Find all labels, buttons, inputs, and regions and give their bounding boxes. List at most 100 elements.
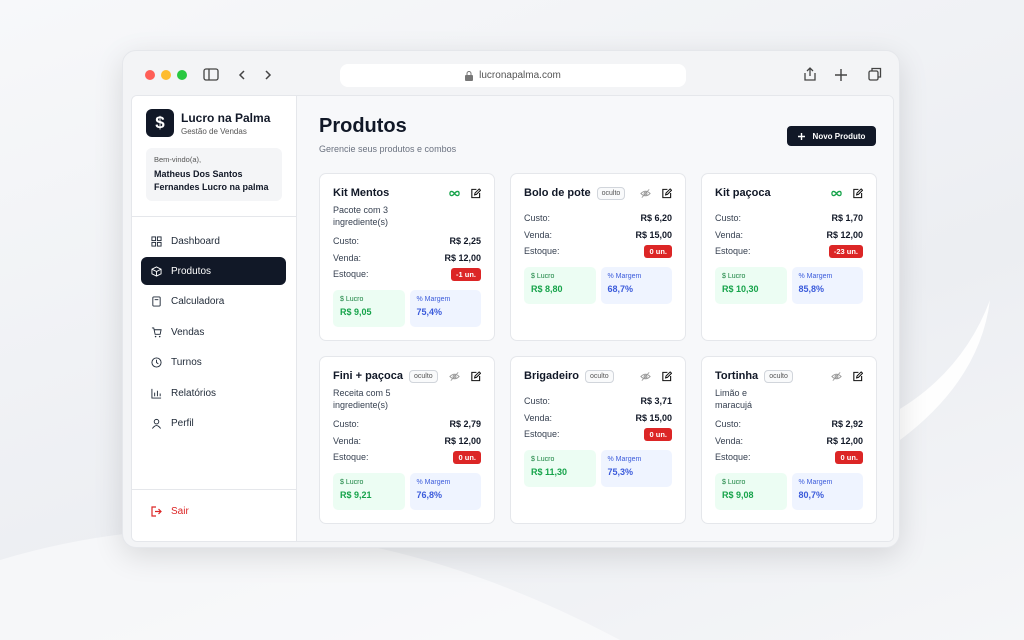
nav-item[interactable]: Relatórios xyxy=(141,379,286,407)
nav-item[interactable]: Vendas xyxy=(141,318,286,346)
card-actions xyxy=(640,187,672,199)
product-card[interactable]: Fini + paçoca oculto Receita com 5 ingredi… xyxy=(319,356,495,524)
info-row: Custo: R$ 1,70 xyxy=(715,210,863,227)
product-description: Receita com 5 ingrediente(s) xyxy=(333,388,391,410)
edit-button[interactable] xyxy=(470,187,481,199)
nav-icon xyxy=(151,418,162,429)
price-value: R$ 15,00 xyxy=(635,412,672,423)
close-button[interactable] xyxy=(145,70,155,80)
edit-button[interactable] xyxy=(661,370,672,382)
product-card[interactable]: Kit paçoca Custo: R$ 1,70 Venda: R$ 12,00 Est… xyxy=(701,173,877,341)
new-product-button[interactable]: Novo Produto xyxy=(787,126,876,146)
nav-item[interactable]: Perfil xyxy=(141,409,286,437)
cost-value: R$ 2,25 xyxy=(449,236,481,247)
profit-box: $ Lucro R$ 11,30 xyxy=(524,449,596,487)
combo-icon[interactable] xyxy=(449,188,460,199)
profit-label: $ Lucro xyxy=(722,478,746,486)
info-row: Custo: R$ 6,20 xyxy=(524,210,672,227)
margin-box: % Margem 75,3% xyxy=(600,449,672,487)
info-row: Estoque: 0 un. xyxy=(524,426,672,443)
price-label: Venda: xyxy=(524,412,553,423)
divider xyxy=(132,489,297,490)
stock-value: 0 un. xyxy=(453,450,481,464)
product-name: Kit paçoca xyxy=(715,187,771,199)
info-row: Custo: R$ 2,79 xyxy=(333,416,481,433)
margin-box: % Margem 80,7% xyxy=(791,472,863,510)
cost-label: Custo: xyxy=(524,396,551,407)
info-row: Venda: R$ 12,00 xyxy=(333,250,481,267)
browser-window: lucronapalma.com $ Lucro na Palma Gestão… xyxy=(122,50,900,548)
edit-button[interactable] xyxy=(852,370,863,382)
cost-value: R$ 2,79 xyxy=(449,419,481,430)
maximize-button[interactable] xyxy=(177,70,187,80)
info-row: Custo: R$ 3,71 xyxy=(524,393,672,410)
nav-label: Perfil xyxy=(171,417,194,429)
toolbar-icons[interactable] xyxy=(203,67,363,83)
hidden-toggle[interactable] xyxy=(640,188,651,199)
info-row: Estoque: 0 un. xyxy=(333,449,481,466)
margin-value: 68,7% xyxy=(607,283,634,294)
toolbar-actions[interactable] xyxy=(803,67,883,83)
card-header: Kit Mentos xyxy=(333,186,481,200)
minimize-button[interactable] xyxy=(161,70,171,80)
info-row: Venda: R$ 12,00 xyxy=(715,433,863,450)
product-card[interactable]: Bolo de pote oculto Custo: R$ 6,20 Venda: R$ … xyxy=(510,173,686,341)
url: lucronapalma.com xyxy=(479,70,561,81)
info-row: Venda: R$ 12,00 xyxy=(715,227,863,244)
lock-icon xyxy=(465,70,474,81)
card-actions xyxy=(449,370,481,382)
card-header: Fini + paçoca oculto xyxy=(333,369,481,383)
price-value: R$ 12,00 xyxy=(826,229,863,240)
edit-button[interactable] xyxy=(470,370,481,382)
nav-item[interactable]: Produtos xyxy=(141,257,286,286)
nav-item[interactable]: Calculadora xyxy=(141,288,286,316)
margin-box: % Margem 76,8% xyxy=(409,472,481,510)
profit-value: R$ 9,05 xyxy=(340,306,372,317)
plus-icon xyxy=(797,132,805,140)
hidden-toggle[interactable] xyxy=(640,371,651,382)
logout[interactable]: Sair xyxy=(141,497,286,525)
info-row: Venda: R$ 15,00 xyxy=(524,227,672,244)
card-header: Bolo de pote oculto xyxy=(524,186,672,200)
profit-value: R$ 9,08 xyxy=(722,489,754,500)
product-card[interactable]: Brigadeiro oculto Custo: R$ 3,71 Venda: R$ 15… xyxy=(510,356,686,524)
nav-item[interactable]: Turnos xyxy=(141,349,286,377)
margin-value: 76,8% xyxy=(416,489,443,500)
nav-item[interactable]: Dashboard xyxy=(141,227,286,255)
card-header: Tortinha oculto xyxy=(715,369,863,383)
price-label: Venda: xyxy=(333,435,362,446)
profit-value: R$ 8,80 xyxy=(531,283,563,294)
main-content: Produtos Gerencie seus produtos e combos… xyxy=(297,96,893,541)
product-card[interactable]: Kit Mentos Pacote com 3 ingrediente(s) Cus… xyxy=(319,173,495,341)
profit-box: $ Lucro R$ 8,80 xyxy=(524,266,596,304)
page-title: Produtos xyxy=(319,115,407,137)
app: $ Lucro na Palma Gestão de Vendas Bem-vi… xyxy=(131,95,894,542)
combo-icon[interactable] xyxy=(831,188,842,199)
hidden-toggle[interactable] xyxy=(831,371,842,382)
user-name: Matheus Dos Santos Fernandes Lucro na pa… xyxy=(154,169,269,192)
profit-value: R$ 9,21 xyxy=(340,489,372,500)
hidden-toggle[interactable] xyxy=(449,371,460,382)
profit-box: $ Lucro R$ 10,30 xyxy=(715,266,787,304)
nav-label: Turnos xyxy=(171,357,202,369)
stock-label: Estoque: xyxy=(333,269,369,280)
address-bar[interactable]: lucronapalma.com xyxy=(340,64,686,87)
nav-icon xyxy=(151,235,162,247)
edit-button[interactable] xyxy=(852,187,863,199)
margin-label: % Margem xyxy=(798,478,833,486)
hidden-badge: oculto xyxy=(585,369,614,383)
product-card[interactable]: Tortinha oculto Limão e maracujá Custo: R$ 2… xyxy=(701,356,877,524)
cost-value: R$ 3,71 xyxy=(640,396,672,407)
hidden-badge: oculto xyxy=(764,369,793,383)
price-label: Venda: xyxy=(715,229,744,240)
nav-label: Dashboard xyxy=(171,235,220,247)
stock-value: 0 un. xyxy=(644,427,672,441)
card-actions xyxy=(640,370,672,382)
margin-label: % Margem xyxy=(416,478,451,486)
hidden-badge: oculto xyxy=(409,369,438,383)
margin-label: % Margem xyxy=(607,272,642,280)
card-actions xyxy=(831,370,863,382)
edit-button[interactable] xyxy=(661,187,672,199)
product-description: Pacote com 3 ingrediente(s) xyxy=(333,205,389,227)
